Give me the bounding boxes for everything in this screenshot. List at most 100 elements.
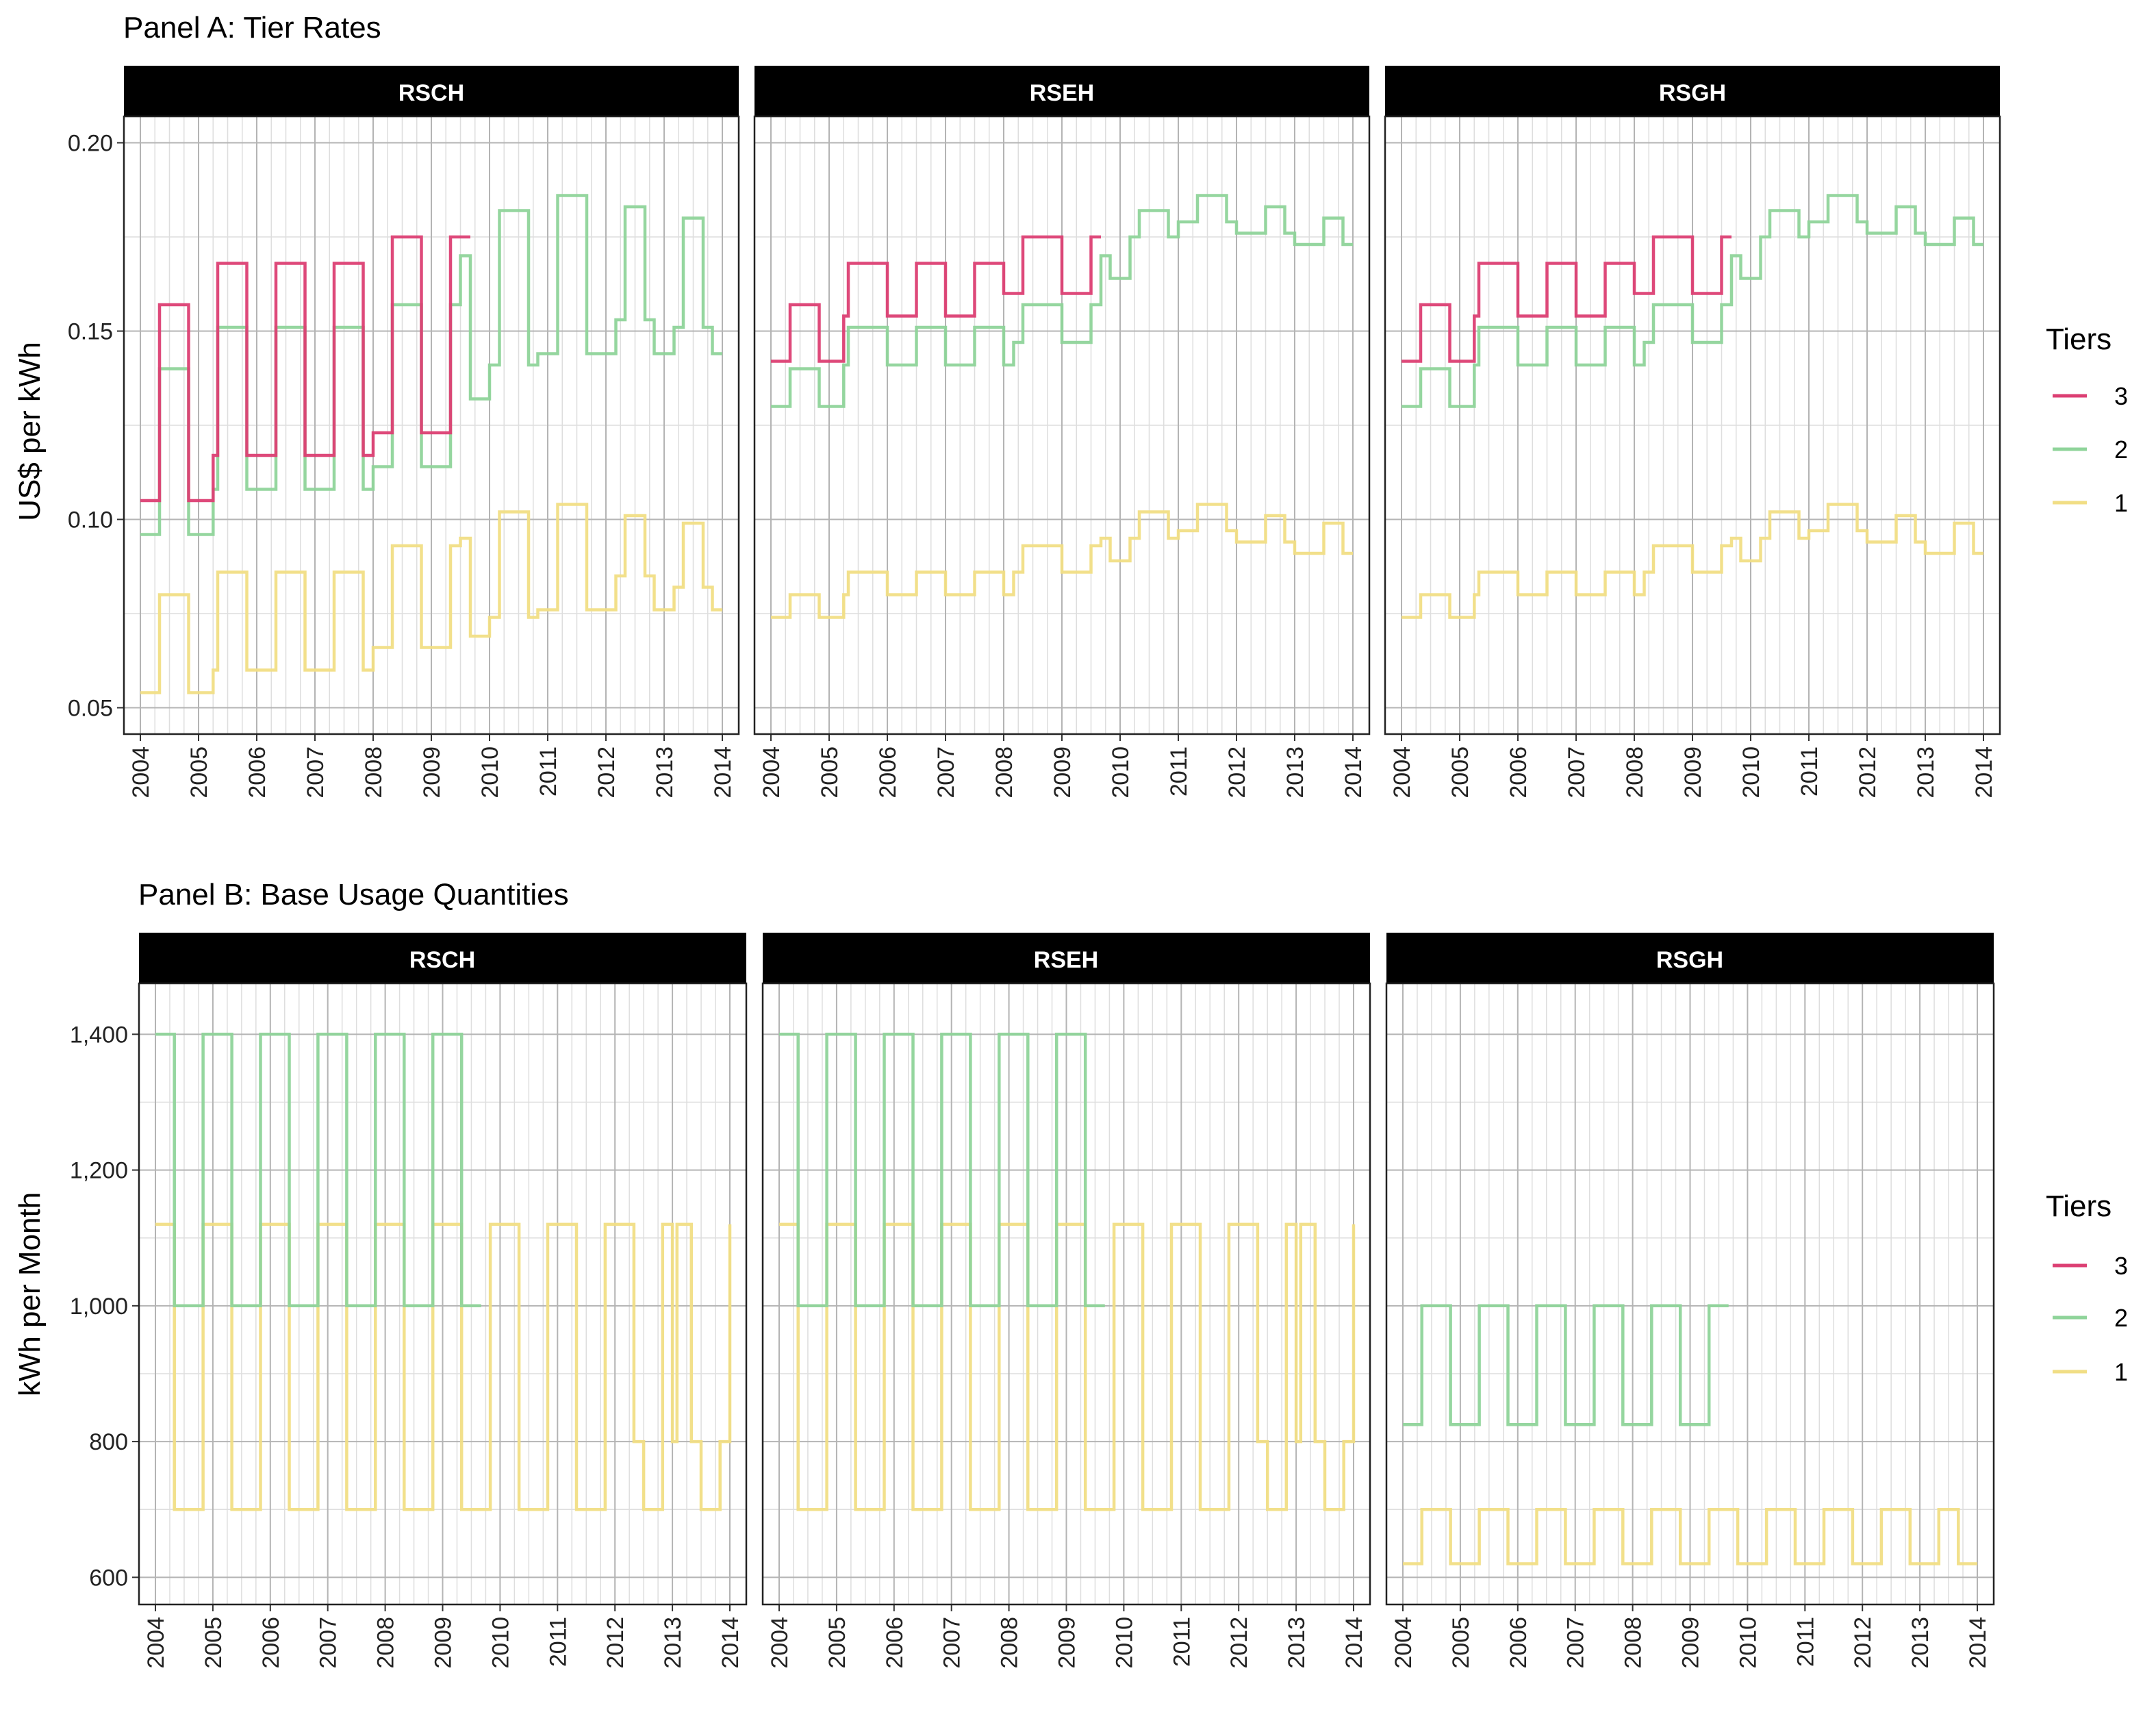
x-tick-label: 2011 [1169,1617,1195,1667]
facet-strip-label: RSCH [409,947,475,973]
series-line-tier3 [140,235,470,503]
facet-strip-label: RSCH [398,80,464,106]
x-tick-label: 2005 [817,746,843,798]
x-tick-label: 2007 [316,1617,342,1669]
x-tick-label: 2006 [258,1617,284,1669]
x-tick-label: 2011 [1797,746,1823,796]
x-tick-label: 2005 [1447,746,1473,798]
x-tick-label: 2007 [933,746,959,798]
legend: Tiers 3 2 1 [2046,1189,2128,1386]
y-axis-label: kWh per Month [13,1192,47,1396]
panel-b: Panel B: Base Usage Quantities kWh per M… [13,878,2128,1669]
x-tick-label: 2014 [1341,1617,1367,1669]
x-tick-label: 2009 [1054,1617,1080,1669]
x-tick-label: 2009 [419,746,445,798]
legend-title: Tiers [2046,1189,2111,1223]
x-tick-label: 2008 [373,1617,399,1669]
series-line-tier2 [1402,194,1983,408]
facet-strip-label: RSGH [1656,947,1723,973]
facet-rseh: RSEH 2004 2005 2006 2007 2008 2009 2010 2011 201… [761,933,1371,1669]
x-tick-label: 2010 [487,1617,513,1669]
plot-area: 2004 2005 2006 2007 2008 2009 2010 2011 2012 2013… [70,982,748,1669]
facet-rseh: RSEH 2004 2005 2006 2007 2008 2009 2010 2011 201… [753,66,1371,798]
panel-title: Panel B: Base Usage Quantities [138,878,569,911]
series-line-tier1 [155,1222,732,1511]
x-tick-label: 2005 [201,1617,227,1669]
x-tick-label: 2008 [997,1617,1023,1669]
legend-label-tier2: 2 [2114,1304,2128,1332]
series-line-tier1 [1403,1507,1977,1565]
plot-border [1385,982,1995,1606]
facet-rsch: RSCH 2004 2005 2006 2007 2008 2009 2010 2011 201… [70,933,748,1669]
y-tick-label: 1,000 [70,1294,128,1320]
x-tick-label: 2012 [1226,1617,1252,1669]
x-tick-label: 2008 [1622,746,1648,798]
legend-label-tier3: 3 [2114,1252,2128,1280]
x-tick-label: 2007 [1563,1617,1589,1669]
series-line-tier2 [155,1033,481,1308]
y-tick-label: 0.20 [68,131,113,157]
x-tick-label: 2010 [1111,1617,1137,1669]
x-tick-label: 2004 [128,746,154,798]
x-tick-label: 2005 [186,746,212,798]
y-tick-label: 1,400 [70,1022,128,1048]
x-tick-label: 2008 [1621,1617,1647,1669]
facet-rsch: RSCH 2004 2005 2006 2007 2008 2009 2010 2011 201… [68,66,740,798]
plot-border [1384,115,2001,735]
x-tick-label: 2013 [1913,746,1939,798]
x-tick-label: 2007 [1564,746,1590,798]
x-tick-label: 2004 [1389,746,1415,798]
y-axis-label: US$ per kWh [13,342,47,521]
x-tick-label: 2012 [594,746,620,798]
x-tick-label: 2013 [1284,1617,1310,1669]
panel-a: Panel A: Tier Rates US$ per kWh RSCH 200… [13,11,2128,798]
x-tick-label: 2014 [718,1617,744,1669]
facet-strip [1386,933,1994,983]
x-tick-label: 2004 [143,1617,169,1669]
x-tick-label: 2014 [710,746,736,798]
facet-strip [763,933,1370,983]
plot-area: 2004 2005 2006 2007 2008 2009 2010 2011 2012 2013… [753,115,1371,798]
series-line-tier1 [779,1222,1356,1511]
legend-title: Tiers [2046,323,2111,356]
x-tick-label: 2013 [660,1617,686,1669]
facet-strip [754,66,1369,116]
legend: Tiers 3 2 1 [2046,323,2128,517]
x-tick-label: 2006 [244,746,270,798]
x-tick-label: 2006 [1506,746,1532,798]
plot-border [761,982,1371,1606]
x-tick-label: 2013 [1907,1617,1933,1669]
series-line-tier1 [140,503,722,694]
x-tick-label: 2012 [603,1617,629,1669]
x-tick-label: 2013 [1282,746,1308,798]
facet-rsgh: RSGH 2004 2005 2006 2007 2008 2009 2010 2011 201… [1385,933,1995,1669]
series-line-tier1 [1402,503,1983,619]
y-tick-label: 0.15 [68,319,113,345]
y-tick-label: 0.05 [68,696,113,722]
x-tick-label: 2014 [1971,746,1997,798]
series-line-tier1 [771,503,1353,619]
x-tick-label: 2012 [1850,1617,1876,1669]
plot-area: 2004 2005 2006 2007 2008 2009 2010 2011 2012 2013… [761,982,1371,1669]
series-line-tier3 [1402,235,1732,363]
legend-label-tier2: 2 [2114,436,2128,464]
facet-strip-label: RSEH [1034,947,1098,973]
x-tick-label: 2010 [1108,746,1134,798]
x-tick-label: 2006 [1506,1617,1532,1669]
x-tick-label: 2009 [1050,746,1076,798]
x-tick-label: 2009 [1678,1617,1704,1669]
x-tick-label: 2010 [1738,746,1764,798]
x-tick-label: 2014 [1965,1617,1991,1669]
x-tick-label: 2012 [1855,746,1881,798]
legend-label-tier3: 3 [2114,382,2128,410]
x-tick-label: 2004 [1391,1617,1417,1669]
facet-strip [139,933,746,983]
x-tick-label: 2014 [1341,746,1367,798]
x-tick-label: 2006 [875,746,901,798]
y-tick-label: 1,200 [70,1158,128,1184]
x-tick-label: 2007 [303,746,329,798]
x-tick-label: 2009 [1680,746,1706,798]
plot-border [123,115,740,735]
x-tick-label: 2011 [1792,1617,1818,1667]
y-tick-label: 0.10 [68,507,113,533]
